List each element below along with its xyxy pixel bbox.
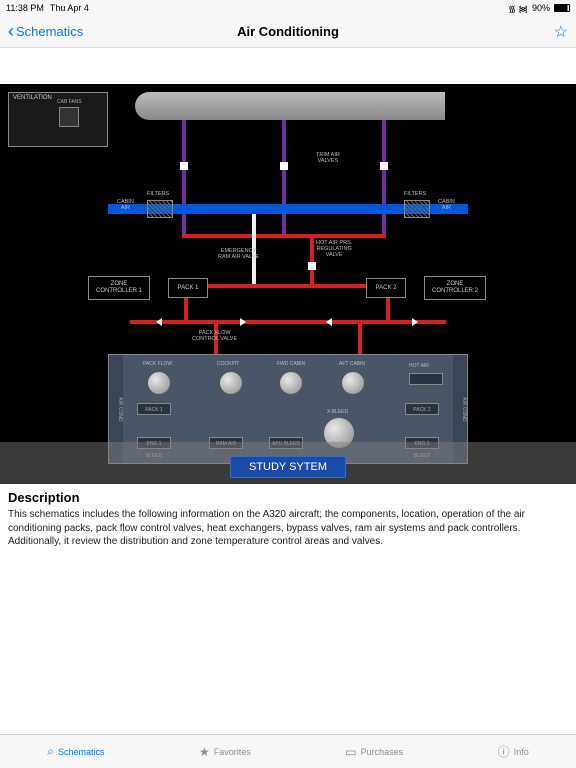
status-time: 11:38 PM — [6, 3, 44, 13]
description-section: Description This schematics includes the… — [0, 484, 576, 555]
tab-info[interactable]: ⓘ Info — [498, 743, 529, 760]
study-system-button[interactable]: STUDY SYTEM — [230, 456, 346, 478]
fwd-cabin-knob[interactable] — [279, 371, 303, 395]
tab-schematics[interactable]: ⌕ Schematics — [47, 744, 104, 759]
page-title: Air Conditioning — [237, 24, 339, 39]
tab-favorites[interactable]: ★ Favorites — [199, 745, 251, 759]
pack2-button[interactable]: PACK 2 — [405, 403, 439, 415]
description-title: Description — [8, 490, 568, 505]
fuselage-shape — [135, 92, 445, 120]
pack1-button[interactable]: PACK 1 — [137, 403, 171, 415]
schematic-diagram: VENTILATION CAB FANS FILTERS FILTERS CAB… — [0, 84, 576, 484]
description-text: This schematics includes the following i… — [8, 508, 568, 549]
pack-2: PACK 2 — [366, 278, 406, 298]
aft-cabin-knob[interactable] — [341, 371, 365, 395]
pack-1: PACK 1 — [168, 278, 208, 298]
favorite-button[interactable]: ☆ — [554, 22, 568, 42]
battery-icon — [554, 4, 570, 12]
back-label: Schematics — [16, 24, 83, 39]
status-date: Thu Apr 4 — [50, 3, 89, 13]
search-icon: ⌕ — [47, 744, 54, 759]
tab-bar: ⌕ Schematics ★ Favorites ▭ Purchases ⓘ I… — [0, 734, 576, 768]
card-icon: ▭ — [345, 745, 356, 759]
battery-pct: 90% — [532, 3, 550, 13]
ventilation-box: VENTILATION CAB FANS — [8, 92, 108, 147]
back-button[interactable]: ‹ Schematics — [8, 21, 83, 42]
nav-bar: ‹ Schematics Air Conditioning ☆ — [0, 16, 576, 48]
info-icon: ⓘ — [498, 743, 510, 760]
chevron-left-icon: ‹ — [8, 21, 14, 42]
zone-controller-1: ZONE CONTROLLER 1 — [88, 276, 150, 300]
tab-purchases[interactable]: ▭ Purchases — [345, 745, 403, 759]
hot-air-button[interactable] — [409, 373, 443, 385]
zone-controller-2: ZONE CONTROLLER 2 — [424, 276, 486, 300]
wifi-icon: ᯾ ᯼ — [508, 2, 528, 15]
cockpit-knob[interactable] — [219, 371, 243, 395]
status-bar: 11:38 PM Thu Apr 4 ᯾ ᯼ 90% — [0, 0, 576, 16]
cab-fans-icon — [59, 107, 79, 127]
pack-flow-knob[interactable] — [147, 371, 171, 395]
star-icon: ★ — [199, 745, 210, 759]
